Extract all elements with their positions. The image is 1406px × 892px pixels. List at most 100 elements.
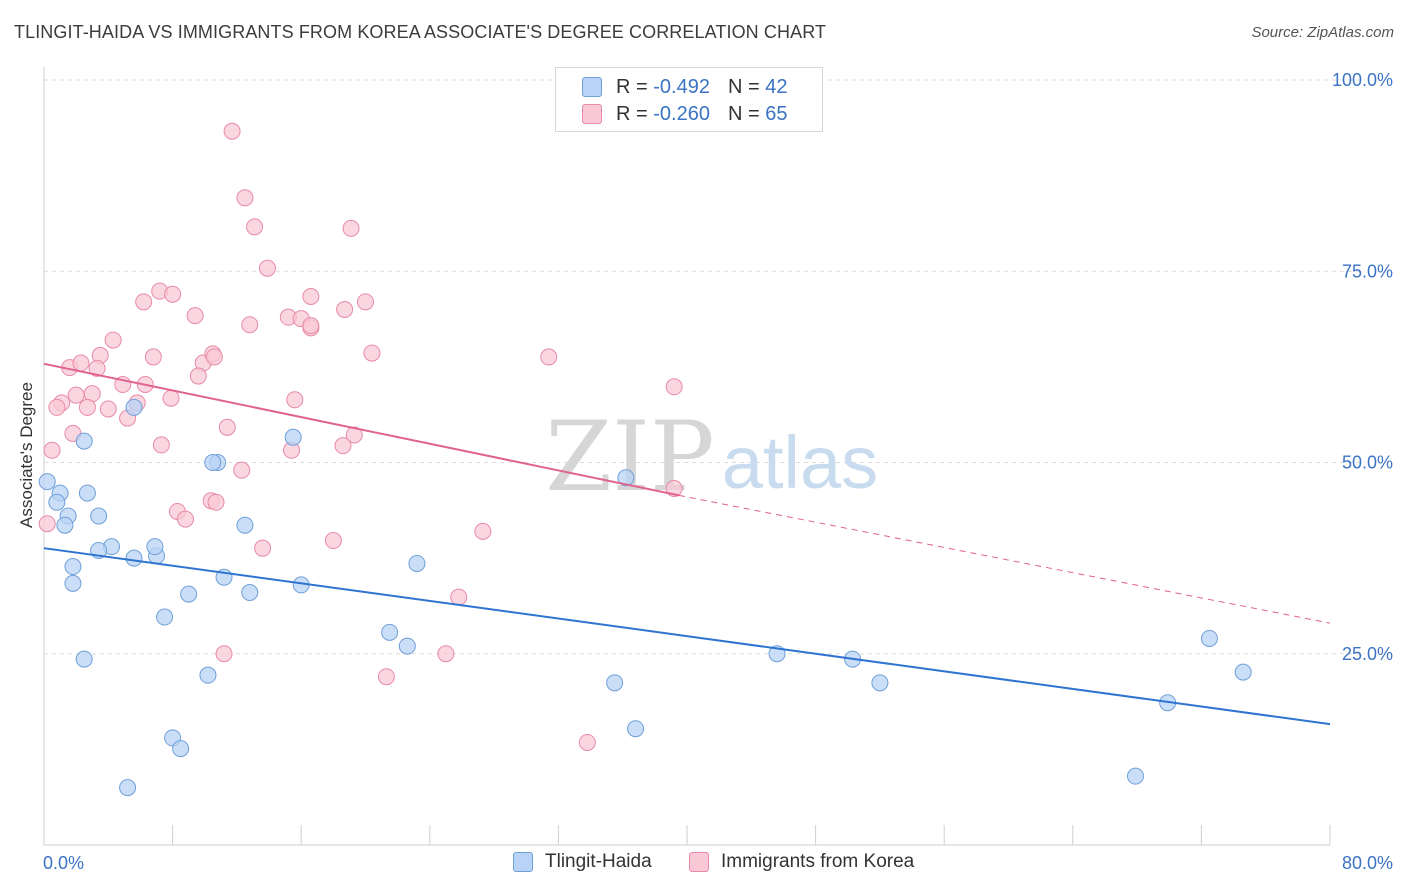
data-point [207,493,225,511]
data-point [38,515,56,533]
data-point [180,585,198,603]
data-point [199,666,217,684]
data-point [450,588,468,606]
data-point [218,418,236,436]
bottom-legend-korea: Immigrants from Korea [689,851,914,873]
data-point [233,461,251,479]
series-immigrants-from-korea [38,122,683,751]
data-point [617,469,635,487]
legend-r-value: -0.260 [653,102,710,125]
data-point [871,674,889,692]
data-point [156,608,174,626]
data-point [164,285,182,303]
x-tick-label: 80.0% [1342,853,1393,873]
y-tick-label: 100.0% [1332,70,1393,90]
watermark-zip: ZIP [545,401,714,513]
legend-swatch-pink [582,104,602,124]
data-point [665,480,683,498]
data-point [254,539,272,557]
data-point [302,317,320,335]
data-point [324,532,342,550]
watermark-atlas: atlas [722,421,878,504]
data-point [75,432,93,450]
legend-n-value: 65 [765,102,788,125]
trend-line-tlingit-haida [43,547,1331,726]
data-point [99,400,117,418]
data-point [56,516,74,534]
legend-row-tlingit-haida: R = -0.492 N = 42 [582,74,787,100]
data-point [186,307,204,325]
bottom-legend-label: Immigrants from Korea [721,851,915,872]
y-tick-label: 50.0% [1342,453,1393,473]
data-point [43,441,61,459]
data-point [152,436,170,454]
data-point [172,740,190,758]
data-point [146,538,164,556]
watermark: ZIP atlas [545,401,878,513]
data-point [223,122,241,140]
tick-labels: 25.0% 50.0% 75.0% 100.0% 0.0% 80.0% [43,70,1393,873]
data-point [119,779,137,797]
data-point [78,484,96,502]
data-point [1200,629,1218,647]
data-point [88,359,106,377]
y-tick-label: 75.0% [1342,261,1393,281]
data-point [381,623,399,641]
data-point [302,287,320,305]
data-point [67,386,85,404]
data-point [135,293,153,311]
data-point [241,584,259,602]
data-point [236,516,254,534]
axes [43,67,1331,846]
stats-legend: R = -0.492 N = 42 R = -0.260 N = 65 [555,67,823,132]
data-point [90,507,108,525]
data-point [104,331,122,349]
data-point [342,219,360,237]
data-point [1234,663,1252,681]
data-point [345,426,363,444]
bottom-legend-tlingit-haida: Tlingit-Haida [513,851,652,873]
legend-swatch-blue [582,77,602,97]
y-axis-label: Associate's Degree [17,382,36,528]
data-point [286,391,304,409]
legend-n-label: N = [727,102,760,125]
data-point [606,674,624,692]
trend-line-korea-extension [678,494,1331,624]
data-point [144,348,162,366]
data-point [241,316,259,334]
data-point [236,189,254,207]
x-tick-label: 0.0% [43,853,84,873]
data-point [540,348,558,366]
y-tick-label: 25.0% [1342,644,1393,664]
data-point [215,645,233,663]
data-point [176,510,194,528]
legend-n-label: N = [727,75,760,98]
data-point [125,549,143,567]
data-point [48,493,66,511]
source-credit: Source: ZipAtlas.com [1251,24,1394,41]
data-point [377,668,395,686]
trend-lines [43,362,1331,726]
data-point [72,354,90,372]
data-point [357,293,374,311]
legend-row-korea: R = -0.260 N = 65 [582,101,787,127]
data-point [205,348,223,366]
data-point [437,645,455,663]
data-point [189,367,207,385]
data-point [204,454,222,471]
data-point [363,344,381,362]
data-point [1126,767,1144,785]
trend-line-korea [43,362,680,497]
legend-r-value: -0.492 [653,75,710,98]
bottom-legend-swatch-blue [513,852,533,872]
data-point [284,428,302,446]
data-point [334,437,352,455]
data-point [64,558,82,576]
data-point [125,398,143,416]
data-point [408,554,426,572]
data-point [665,378,683,396]
legend-r-label: R = [616,75,648,98]
bottom-legend-label: Tlingit-Haida [545,851,652,872]
legend-n-value: 42 [765,75,788,98]
